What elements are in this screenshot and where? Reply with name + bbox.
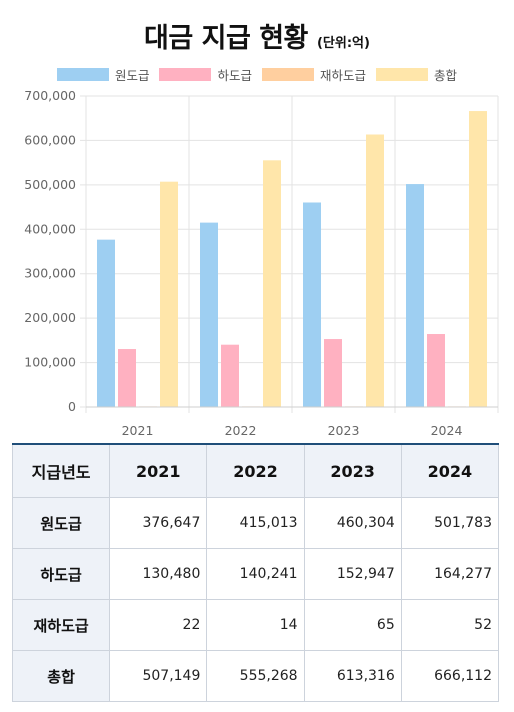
y-tick-label: 600,000 [24, 132, 76, 147]
table-cell: 507,149 [109, 650, 208, 702]
table-col-header: 2024 [400, 443, 500, 498]
table-row: 재하도급 22 14 65 52 [11, 599, 500, 651]
bar-하도급-2022 [221, 344, 239, 407]
y-tick-label: 300,000 [24, 266, 76, 281]
legend-swatch-1 [159, 67, 212, 81]
table-cell: 152,947 [303, 548, 402, 600]
table-cell: 130,480 [109, 548, 208, 600]
bar-chart: 0 100,000 200,000 300,000 400,000 500,000 600,… [24, 88, 499, 438]
bar-원도급-2022 [200, 222, 218, 407]
table-cell: 164,277 [400, 548, 500, 600]
table-cell: 376,647 [109, 497, 208, 549]
table-cell: 501,783 [400, 497, 500, 549]
table-cell: 460,304 [303, 497, 402, 549]
table-cell: 140,241 [206, 548, 305, 600]
table-cell: 14 [206, 599, 305, 651]
bar-원도급-2021 [97, 239, 115, 407]
table-col-header: 2023 [303, 443, 402, 498]
y-tick-label: 100,000 [24, 355, 76, 370]
table-col-header: 2021 [109, 443, 208, 498]
bar-하도급-2021 [118, 349, 136, 407]
table-row: 하도급 130,480 140,241 152,947 164,277 [11, 548, 500, 600]
table-cell: 415,013 [206, 497, 305, 549]
payment-table: 지급년도 2021 2022 2023 2024 원도급 376,647 415… [11, 443, 500, 702]
y-tick-label: 400,000 [24, 221, 76, 236]
legend-swatch-0 [56, 67, 109, 81]
y-tick-label: 200,000 [24, 310, 76, 325]
x-tick-label: 2021 [122, 423, 154, 438]
legend-label-2: 재하도급 [320, 67, 367, 83]
legend-item-2[interactable]: 재하도급 [262, 65, 366, 84]
chart-title: 대금 지급 현황 [144, 23, 308, 54]
bar-총합-2024 [469, 111, 487, 407]
table-row: 원도급 376,647 415,013 460,304 501,783 [11, 497, 500, 549]
table-cell: 555,268 [206, 650, 305, 702]
legend-label-1: 하도급 [217, 67, 252, 83]
bar-하도급-2024 [427, 334, 445, 407]
legend-item-3[interactable]: 총합 [376, 65, 457, 84]
table-col-header: 2022 [206, 443, 305, 498]
legend-item-1[interactable]: 하도급 [159, 65, 252, 84]
bar-총합-2021 [160, 181, 178, 407]
x-tick-label: 2022 [225, 423, 257, 438]
bar-총합-2023 [366, 134, 384, 408]
table-corner-header: 지급년도 [11, 443, 111, 498]
table-row-header: 하도급 [11, 548, 111, 600]
x-tick-label: 2023 [328, 423, 360, 438]
legend-item-0[interactable]: 원도급 [56, 65, 150, 84]
table-row: 총합 507,149 555,268 613,316 666,112 [11, 650, 500, 702]
legend-label-0: 원도급 [114, 67, 150, 83]
x-tick-label: 2024 [431, 423, 463, 438]
bar-원도급-2023 [303, 202, 321, 407]
bar-원도급-2024 [406, 184, 424, 407]
legend-swatch-3 [376, 67, 429, 81]
table-header-row: 지급년도 2021 2022 2023 2024 [11, 443, 500, 498]
bar-총합-2022 [263, 160, 281, 407]
table-cell: 52 [400, 599, 500, 651]
table-row-header: 원도급 [11, 497, 111, 549]
bar-하도급-2023 [324, 339, 342, 407]
legend-swatch-2 [262, 67, 314, 81]
y-tick-label: 700,000 [24, 88, 76, 103]
table-row-header: 총합 [11, 650, 111, 702]
chart-title-row: 대금 지급 현황 (단위:억) [0, 16, 514, 55]
table-row-header: 재하도급 [11, 599, 111, 651]
y-tick-label: 0 [68, 399, 76, 414]
legend-label-3: 총합 [434, 67, 458, 83]
table-cell: 22 [109, 599, 208, 651]
chart-unit: (단위:억) [316, 36, 370, 51]
table-cell: 666,112 [400, 650, 500, 702]
table-cell: 65 [303, 599, 402, 651]
chart-legend: 원도급 하도급 재하도급 총합 [0, 64, 514, 84]
y-tick-label: 500,000 [24, 177, 76, 192]
table-cell: 613,316 [303, 650, 402, 702]
